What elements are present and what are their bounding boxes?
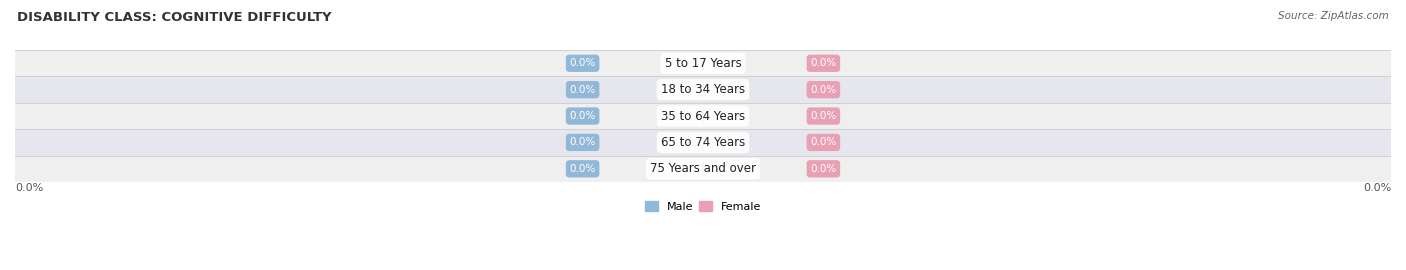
Text: 5 to 17 Years: 5 to 17 Years — [665, 57, 741, 70]
Text: 0.0%: 0.0% — [1362, 183, 1391, 193]
Text: 35 to 64 Years: 35 to 64 Years — [661, 110, 745, 123]
Bar — [15, 76, 1391, 103]
Text: 0.0%: 0.0% — [569, 164, 596, 174]
Text: 0.0%: 0.0% — [810, 85, 837, 95]
Text: 0.0%: 0.0% — [810, 164, 837, 174]
Text: 0.0%: 0.0% — [810, 111, 837, 121]
Bar — [15, 156, 1391, 182]
Text: 0.0%: 0.0% — [569, 137, 596, 147]
Text: 65 to 74 Years: 65 to 74 Years — [661, 136, 745, 149]
Text: 0.0%: 0.0% — [569, 111, 596, 121]
Legend: Male, Female: Male, Female — [640, 196, 766, 216]
Bar — [15, 103, 1391, 129]
Text: 0.0%: 0.0% — [15, 183, 44, 193]
Text: DISABILITY CLASS: COGNITIVE DIFFICULTY: DISABILITY CLASS: COGNITIVE DIFFICULTY — [17, 11, 332, 24]
Bar — [15, 129, 1391, 156]
Text: Source: ZipAtlas.com: Source: ZipAtlas.com — [1278, 11, 1389, 21]
Text: 0.0%: 0.0% — [569, 58, 596, 68]
Text: 0.0%: 0.0% — [810, 58, 837, 68]
Bar — [15, 50, 1391, 76]
Text: 0.0%: 0.0% — [810, 137, 837, 147]
Text: 0.0%: 0.0% — [569, 85, 596, 95]
Text: 18 to 34 Years: 18 to 34 Years — [661, 83, 745, 96]
Text: 75 Years and over: 75 Years and over — [650, 162, 756, 175]
